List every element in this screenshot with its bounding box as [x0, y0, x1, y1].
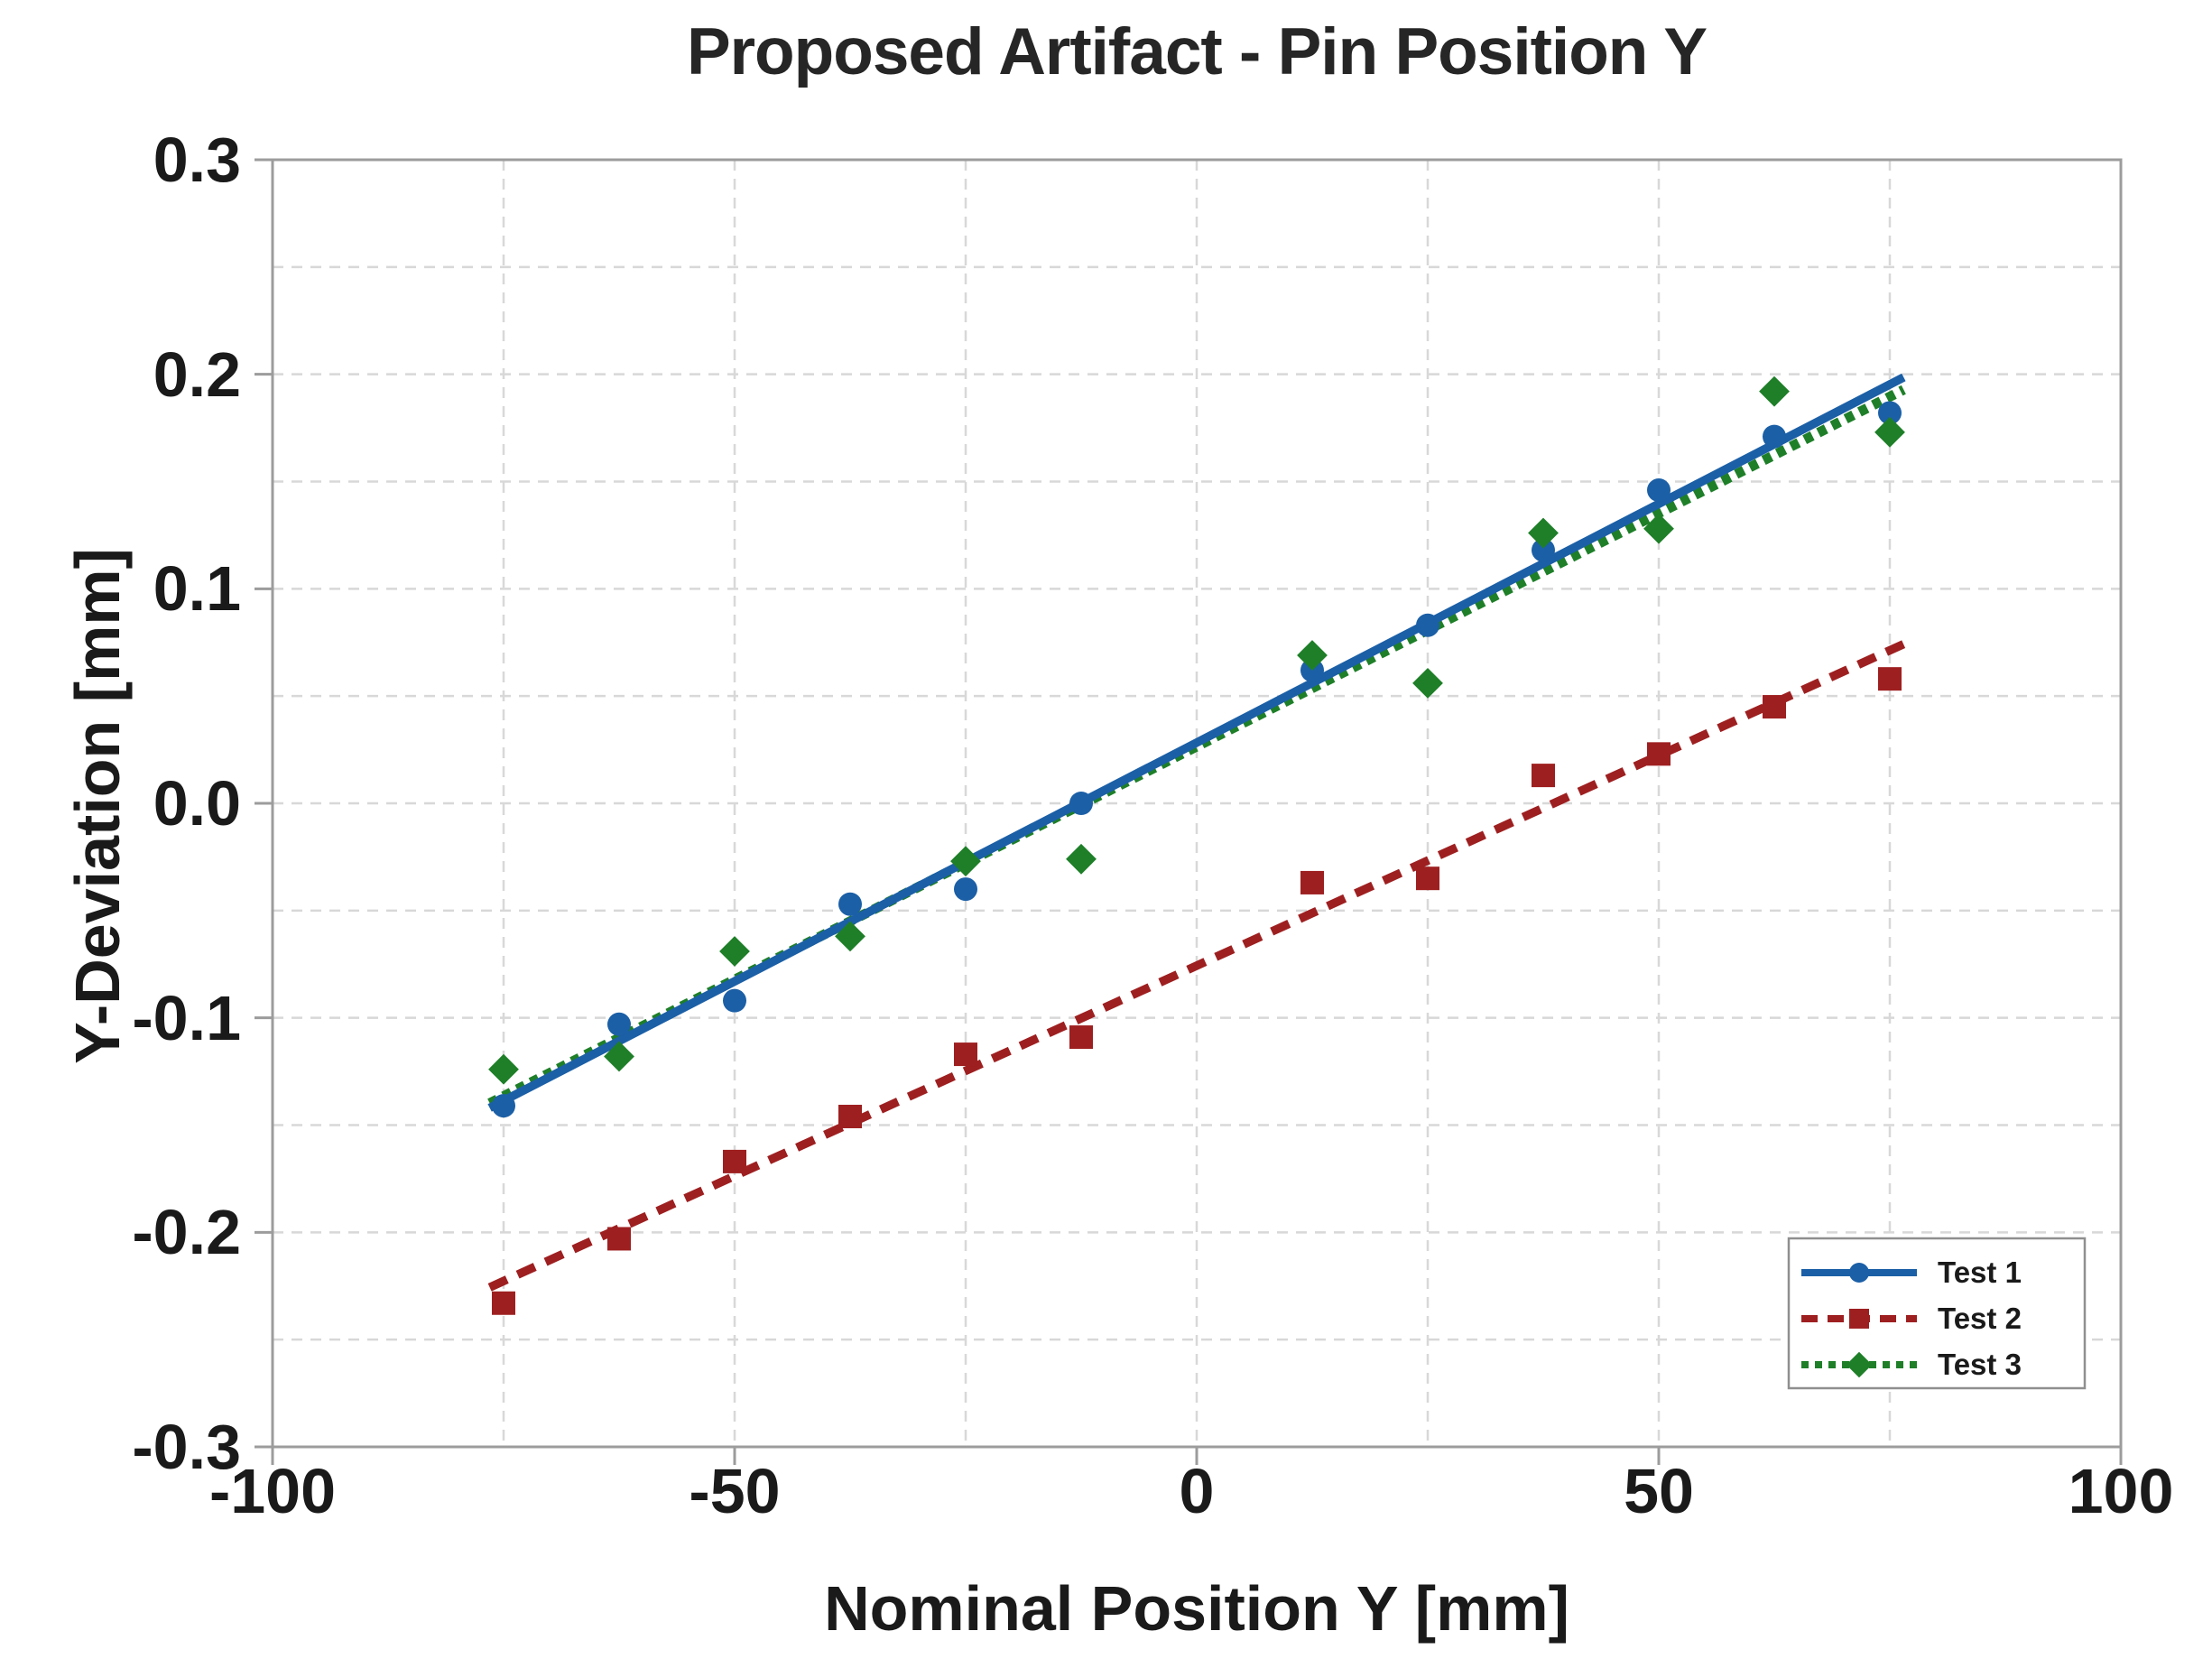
y-tick-label: -0.1	[132, 982, 241, 1053]
x-axis-title: Nominal Position Y [mm]	[824, 1573, 1569, 1644]
data-point-test-3	[1297, 640, 1328, 671]
legend-swatch-marker	[1849, 1309, 1869, 1329]
data-point-test-1	[1763, 424, 1786, 449]
data-point-test-1	[1416, 613, 1439, 637]
x-tick-label: 0	[1179, 1456, 1215, 1526]
x-tick-label: 50	[1624, 1456, 1694, 1526]
data-point-test-3	[950, 846, 981, 877]
data-point-test-2	[1647, 742, 1671, 766]
data-point-test-3	[835, 921, 865, 952]
data-point-test-3	[604, 1041, 634, 1072]
data-point-test-1	[1069, 792, 1093, 815]
data-point-test-1	[838, 892, 862, 916]
data-point-test-1	[492, 1094, 515, 1118]
data-point-test-2	[1416, 866, 1439, 891]
data-point-test-1	[954, 877, 977, 902]
x-tick-label: -100	[208, 1456, 337, 1526]
legend-label: Test 1	[1938, 1256, 2022, 1289]
y-tick-label: 0.3	[153, 125, 241, 195]
legend-box	[1787, 1237, 2087, 1390]
x-tick-label: -50	[689, 1456, 781, 1526]
data-point-test-3	[1412, 668, 1443, 699]
data-point-test-1	[1532, 538, 1555, 562]
legend-label: Test 2	[1938, 1302, 2022, 1335]
chart-title: Proposed Artifact - Pin Position Y	[686, 15, 1708, 88]
data-point-test-3	[719, 936, 750, 967]
y-tick-label: 0.0	[153, 768, 241, 839]
data-point-test-1	[1647, 478, 1671, 503]
data-point-test-2	[838, 1104, 862, 1128]
legend-swatch-marker	[1849, 1263, 1869, 1283]
data-point-test-1	[1878, 401, 1902, 425]
data-point-test-2	[1069, 1025, 1093, 1050]
data-point-test-2	[1763, 695, 1786, 719]
data-point-test-2	[492, 1291, 515, 1315]
data-point-test-3	[1874, 416, 1905, 448]
data-point-test-2	[1300, 870, 1324, 894]
data-point-test-1	[723, 988, 746, 1013]
y-tick-label: 0.1	[153, 553, 241, 625]
trend-line-test-1	[487, 373, 1906, 1112]
y-tick-label: -0.2	[132, 1197, 241, 1268]
data-point-test-2	[1878, 667, 1902, 691]
data-point-test-3	[488, 1053, 519, 1085]
data-point-test-2	[954, 1042, 977, 1067]
data-point-test-2	[1532, 764, 1555, 788]
y-tick-label: -0.3	[132, 1412, 241, 1482]
data-point-test-2	[723, 1149, 746, 1173]
data-point-test-3	[1643, 513, 1674, 544]
y-tick-label: 0.2	[153, 338, 241, 410]
data-point-test-3	[1528, 517, 1559, 549]
data-point-test-3	[1759, 375, 1790, 407]
legend-swatch-marker	[1846, 1351, 1873, 1378]
legend-label: Test 3	[1938, 1348, 2022, 1381]
data-point-test-1	[607, 1012, 631, 1036]
data-point-test-2	[607, 1227, 631, 1251]
data-point-test-3	[1066, 843, 1097, 875]
x-tick-label: 100	[2068, 1456, 2174, 1526]
